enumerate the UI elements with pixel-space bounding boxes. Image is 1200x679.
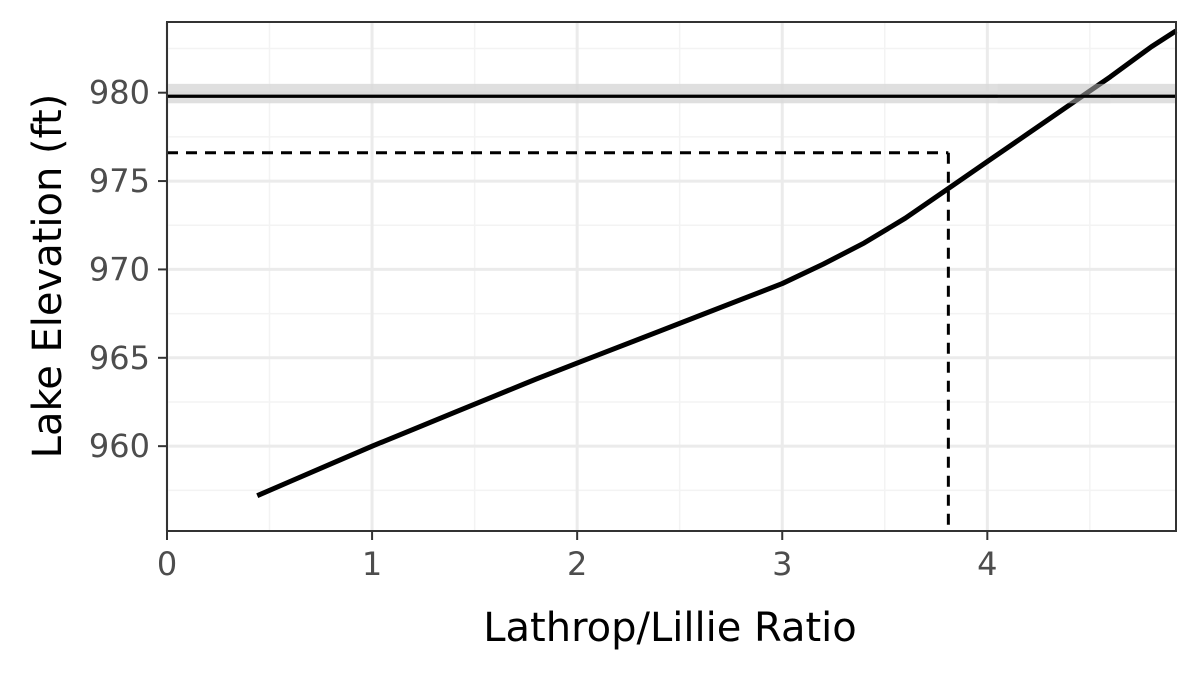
y-tick-label: 975 [89,162,150,200]
x-tick-label: 1 [362,545,382,583]
x-axis-ticks: 0 1 2 3 4 [157,531,998,583]
y-axis-title: Lake Elevation (ft) [25,94,71,459]
y-tick-label: 980 [89,74,150,112]
reference-band [167,83,1176,104]
x-axis-title: Lathrop/Lillie Ratio [483,605,857,651]
x-tick-label: 4 [977,545,997,583]
series-line [256,28,1178,498]
y-tick-label: 960 [89,427,150,465]
marker-layer [167,83,1176,531]
reference-band-overlay [997,83,1111,104]
panel-border [166,21,1177,532]
series-layer [256,28,1178,498]
y-tick-label: 970 [89,250,150,288]
x-tick-label: 0 [157,545,177,583]
minor-grid [167,22,1176,531]
x-tick-label: 3 [772,545,792,583]
y-tick-label: 965 [89,339,150,377]
x-tick-label: 2 [567,545,587,583]
y-axis-ticks: 960 965 970 975 980 [89,74,167,465]
